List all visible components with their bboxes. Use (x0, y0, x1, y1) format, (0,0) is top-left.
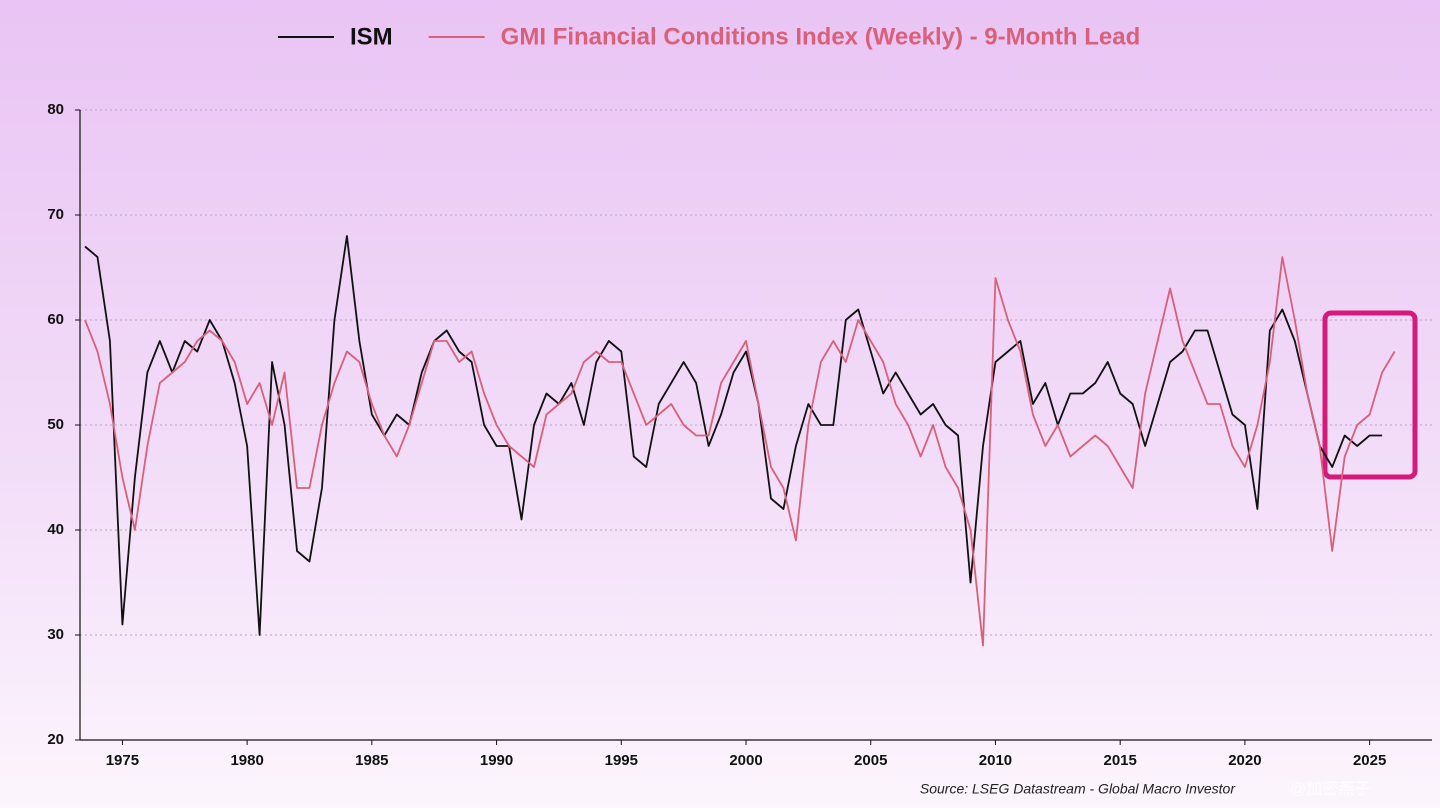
x-tick-label: 2010 (979, 752, 1012, 769)
y-tick-label: 60 (47, 311, 64, 328)
y-tick-label: 40 (47, 521, 64, 538)
x-tick-label: 1995 (605, 752, 638, 769)
x-tick-label: 1985 (355, 752, 388, 769)
x-tick-label: 2020 (1228, 752, 1261, 769)
series-line (84, 256, 1396, 647)
source-note: Source: LSEG Datastream - Global Macro I… (920, 781, 1236, 797)
x-tick-label: 2000 (729, 752, 762, 769)
y-tick-label: 70 (47, 206, 64, 223)
y-tick-label: 30 (47, 626, 64, 643)
legend-label: GMI Financial Conditions Index (Weekly) … (501, 23, 1141, 50)
x-tick-label: 1990 (480, 752, 513, 769)
x-tick-label: 2005 (854, 752, 887, 769)
y-tick-label: 50 (47, 416, 64, 433)
x-tick-label: 1975 (106, 752, 139, 769)
x-tick-label: 2015 (1104, 752, 1137, 769)
series-line (84, 235, 1383, 636)
x-tick-label: 1980 (230, 752, 263, 769)
watermark: @加密燕子 (1290, 780, 1370, 798)
highlight-box (1322, 310, 1418, 480)
legend-label: ISM (350, 23, 393, 50)
x-tick-label: 2025 (1353, 752, 1386, 769)
y-tick-label: 20 (47, 731, 64, 748)
y-tick-label: 80 (47, 101, 64, 118)
